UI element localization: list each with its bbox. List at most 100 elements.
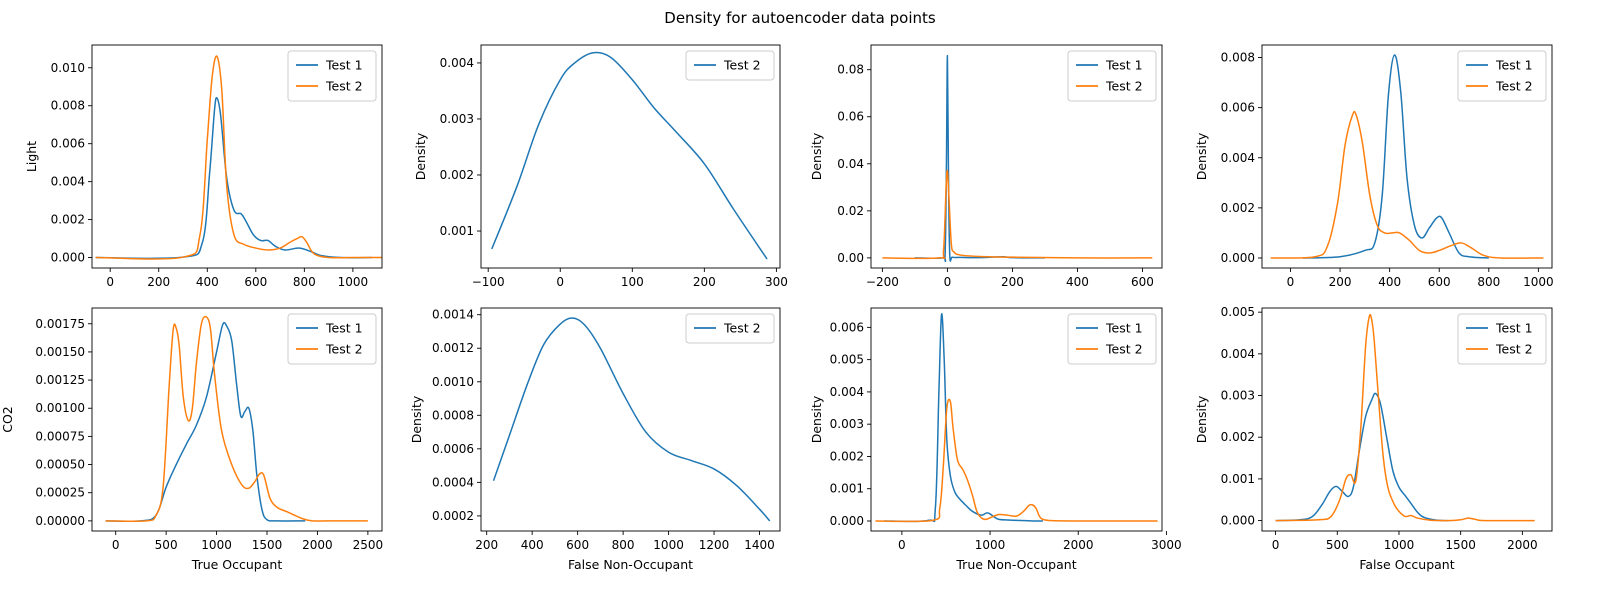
y-tick-label: 0.006 bbox=[1221, 101, 1255, 115]
x-tick-label: 300 bbox=[765, 275, 788, 289]
series-line-1 bbox=[491, 51, 768, 260]
x-axis-label: True Occupant bbox=[191, 557, 283, 572]
y-tick-label: 0.008 bbox=[51, 99, 85, 113]
legend: Test 1 Test 2 bbox=[1067, 50, 1157, 102]
y-tick-label: 0.003 bbox=[830, 417, 864, 431]
y-tick-label: 0.002 bbox=[440, 168, 474, 182]
x-tick-label: 100 bbox=[621, 275, 644, 289]
legend-label: Test 1 bbox=[1105, 58, 1143, 73]
legend: Test 2 bbox=[685, 50, 775, 81]
axes-frame bbox=[870, 44, 1163, 269]
series-line-2 bbox=[1275, 313, 1535, 522]
y-tick-label: 0.02 bbox=[837, 204, 864, 218]
legend-box bbox=[287, 50, 377, 102]
legend-label: Test 2 bbox=[325, 342, 363, 357]
x-tick-label: 800 bbox=[612, 538, 635, 552]
subplot-2: −100 0 100 200 300 0.001 0.002 0.003 0.004 Densit… bbox=[413, 44, 788, 289]
y-tick-label: 0.00100 bbox=[35, 401, 85, 415]
axes-frame bbox=[480, 307, 781, 532]
x-tick-label: −100 bbox=[472, 275, 505, 289]
y-tick-label: 0.0004 bbox=[432, 475, 474, 489]
x-tick-label: 1000 bbox=[975, 538, 1006, 552]
y-tick-label: 0.00150 bbox=[35, 345, 85, 359]
y-tick-label: 0.00125 bbox=[35, 373, 85, 387]
x-tick-label: 600 bbox=[1428, 275, 1451, 289]
x-tick-label: 600 bbox=[244, 275, 267, 289]
series-line-1 bbox=[105, 321, 306, 523]
x-tick-label: 0 bbox=[1287, 275, 1295, 289]
y-tick-label: 0.001 bbox=[1221, 472, 1255, 486]
x-tick-label: 800 bbox=[1477, 275, 1500, 289]
y-tick-label: 0.0008 bbox=[432, 408, 474, 422]
x-tick-label: 1200 bbox=[699, 538, 730, 552]
y-tick-label: 0.00000 bbox=[35, 514, 85, 528]
series-line-1 bbox=[884, 313, 1043, 523]
y-tick-label: 0.000 bbox=[830, 514, 864, 528]
subplot-5: 0 500 1000 1500 2000 2500 0.00000 0.00025 0.0005… bbox=[0, 307, 383, 572]
legend-label: Test 2 bbox=[1105, 79, 1143, 94]
x-tick-label: 200 bbox=[1329, 275, 1352, 289]
y-tick-label: 0.002 bbox=[830, 449, 864, 463]
x-tick-label: 400 bbox=[1378, 275, 1401, 289]
y-tick-label: 0.00025 bbox=[35, 486, 85, 500]
y-tick-label: 0.002 bbox=[51, 213, 85, 227]
x-tick-label: −200 bbox=[866, 275, 899, 289]
y-tick-label: 0.04 bbox=[837, 157, 864, 171]
legend-box bbox=[1457, 50, 1547, 102]
legend-label: Test 2 bbox=[325, 79, 363, 94]
x-tick-label: 0 bbox=[898, 538, 906, 552]
y-tick-label: 0.000 bbox=[51, 251, 85, 265]
legend-label: Test 1 bbox=[325, 321, 363, 336]
series-line-1 bbox=[1302, 54, 1489, 259]
y-tick-label: 0.000 bbox=[1221, 514, 1255, 528]
plot-area bbox=[95, 55, 382, 260]
x-tick-label: 1000 bbox=[338, 275, 369, 289]
x-tick-label: 0 bbox=[556, 275, 564, 289]
x-tick-label: 1000 bbox=[201, 538, 232, 552]
x-tick-label: 0 bbox=[112, 538, 120, 552]
y-tick-label: 0.004 bbox=[1221, 151, 1255, 165]
y-axis-label: Light bbox=[24, 141, 39, 172]
x-tick-label: 0 bbox=[106, 275, 114, 289]
y-tick-label: 0.006 bbox=[830, 320, 864, 334]
x-tick-label: 200 bbox=[1001, 275, 1024, 289]
x-tick-label: 500 bbox=[155, 538, 178, 552]
legend-label: Test 1 bbox=[1495, 321, 1533, 336]
y-tick-label: 0.003 bbox=[440, 112, 474, 126]
plot-area bbox=[492, 317, 771, 522]
y-axis-label: Density bbox=[413, 132, 428, 180]
y-tick-label: 0.001 bbox=[440, 224, 474, 238]
y-tick-label: 0.06 bbox=[837, 110, 864, 124]
y-axis-label: Density bbox=[1194, 132, 1209, 180]
x-tick-label: 400 bbox=[521, 538, 544, 552]
legend-label: Test 1 bbox=[325, 58, 363, 73]
y-tick-label: 0.002 bbox=[1221, 430, 1255, 444]
y-axis-label: CO2 bbox=[0, 406, 15, 433]
x-tick-label: 3000 bbox=[1151, 538, 1182, 552]
x-tick-label: 400 bbox=[1066, 275, 1089, 289]
y-axis-label: Density bbox=[809, 395, 824, 443]
legend-box bbox=[685, 50, 775, 81]
legend: Test 1 Test 2 bbox=[1457, 50, 1547, 102]
y-tick-label: 0.003 bbox=[1221, 389, 1255, 403]
series-line-2 bbox=[1270, 110, 1544, 259]
x-tick-label: 0 bbox=[944, 275, 952, 289]
x-tick-label: 200 bbox=[475, 538, 498, 552]
y-tick-label: 0.008 bbox=[1221, 51, 1255, 65]
axes-frame bbox=[870, 307, 1163, 532]
subplot-4: 0 200 400 600 800 1000 0.000 0.002 0.004 0.006 0.0… bbox=[1194, 44, 1554, 289]
y-tick-label: 0.0010 bbox=[432, 375, 474, 389]
x-tick-label: 2000 bbox=[1063, 538, 1094, 552]
x-tick-label: 1000 bbox=[653, 538, 684, 552]
series-line-2 bbox=[882, 169, 1153, 260]
subplot-3: −200 0 200 400 600 0.00 0.02 0.04 0.06 0.08 Densit… bbox=[809, 44, 1163, 289]
legend: Test 2 bbox=[685, 313, 775, 344]
y-tick-label: 0.08 bbox=[837, 63, 864, 77]
x-axis-label: True Non-Occupant bbox=[955, 557, 1076, 572]
x-tick-label: 600 bbox=[1131, 275, 1154, 289]
x-axis-label: False Occupant bbox=[1359, 557, 1454, 572]
legend-box bbox=[287, 313, 377, 365]
x-tick-label: 1500 bbox=[1445, 538, 1476, 552]
axes-frame bbox=[91, 307, 383, 532]
figure-title: Density for autoencoder data points bbox=[664, 9, 936, 27]
